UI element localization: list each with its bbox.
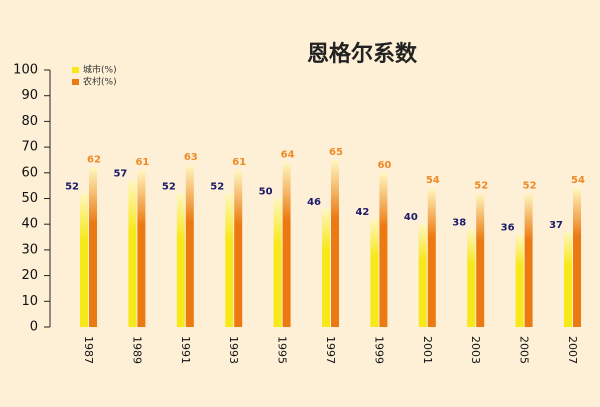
value-label: 52	[474, 180, 488, 191]
value-label: 52	[523, 180, 537, 191]
x-tick-label: 2005	[518, 336, 531, 364]
value-label: 62	[87, 155, 101, 166]
bar	[467, 229, 476, 327]
y-tick-label: 30	[21, 242, 38, 257]
bar	[524, 193, 533, 327]
x-tick-label: 1993	[227, 336, 240, 364]
value-label: 52	[210, 181, 224, 192]
bar	[476, 193, 485, 327]
bar	[322, 208, 330, 327]
bar	[185, 165, 194, 327]
x-tick-label: 1987	[82, 336, 95, 364]
value-label: 50	[259, 187, 273, 198]
value-label: 64	[281, 150, 295, 161]
legend-swatch	[72, 67, 79, 73]
y-tick-label: 0	[30, 320, 38, 335]
y-tick-label: 80	[21, 114, 38, 129]
bar	[379, 172, 388, 327]
x-tick-label: 2007	[566, 336, 579, 364]
value-label: 60	[377, 160, 391, 171]
bar	[176, 193, 185, 327]
bar	[234, 170, 243, 327]
value-label: 57	[113, 169, 127, 180]
value-label: 37	[549, 220, 563, 231]
y-tick-label: 50	[21, 191, 38, 206]
bar	[137, 170, 146, 327]
value-label: 65	[329, 147, 343, 158]
x-tick-label: 1989	[130, 336, 143, 364]
y-tick-label: 40	[21, 217, 38, 232]
x-tick-label: 1999	[372, 336, 385, 364]
value-label: 46	[307, 197, 321, 208]
value-label: 36	[501, 222, 515, 233]
bar	[331, 159, 339, 327]
y-tick-label: 20	[21, 268, 38, 283]
chart-title: 恩格尔系数	[307, 41, 418, 67]
value-label: 40	[404, 212, 418, 223]
x-tick-label: 2003	[469, 336, 482, 364]
value-label: 63	[184, 152, 198, 163]
y-tick-label: 60	[21, 165, 38, 180]
x-tick-label: 2001	[421, 336, 434, 364]
bar	[515, 234, 524, 327]
bar	[225, 193, 234, 327]
value-label: 54	[426, 175, 440, 186]
bar	[564, 231, 572, 327]
legend-label: 城市(%)	[83, 64, 117, 76]
legend-swatch	[72, 79, 79, 85]
bar	[80, 193, 88, 327]
bar	[89, 167, 97, 327]
bar	[573, 188, 581, 327]
bar	[273, 198, 282, 327]
bar	[282, 162, 291, 327]
legend-label: 农村(%)	[83, 76, 117, 88]
bar	[427, 188, 436, 327]
x-tick-label: 1997	[324, 336, 337, 364]
bar	[128, 180, 137, 327]
x-tick-label: 1991	[179, 336, 192, 364]
bar	[418, 224, 427, 327]
value-label: 61	[232, 157, 246, 168]
value-label: 38	[452, 217, 466, 228]
y-tick-label: 90	[21, 88, 38, 103]
value-label: 54	[571, 175, 585, 186]
y-tick-label: 70	[21, 140, 38, 155]
value-label: 61	[135, 157, 149, 168]
x-tick-label: 1995	[276, 336, 289, 364]
value-label: 52	[65, 181, 79, 192]
y-tick-label: 100	[13, 63, 38, 78]
value-label: 52	[162, 181, 176, 192]
bar	[370, 219, 379, 327]
value-label: 42	[355, 207, 369, 218]
y-tick-label: 10	[21, 294, 38, 309]
